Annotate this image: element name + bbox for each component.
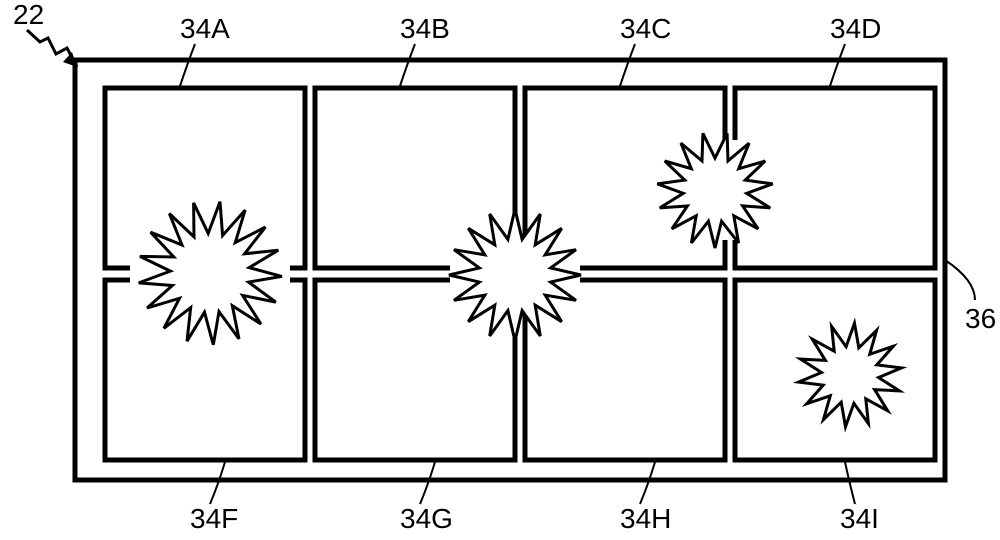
cell-label-bottom: 34F: [190, 503, 238, 534]
diagram-canvas: 34A 34B 34C 34D 34F 34G 34H 34I 36 22: [0, 0, 1000, 540]
cell-label-bottom: 34I: [840, 503, 879, 534]
cell-label-bottom: 34H: [620, 503, 671, 534]
cell-label-top: 34B: [400, 13, 450, 44]
burst-2: [449, 209, 581, 341]
ref22-label: 22: [13, 0, 44, 30]
cell-label-bottom: 34G: [400, 503, 453, 534]
outer-frame-label: 36: [965, 303, 996, 334]
cell-label-top: 34C: [620, 13, 671, 44]
cell-label-top: 34A: [180, 13, 230, 44]
cell-label-top: 34D: [830, 13, 881, 44]
